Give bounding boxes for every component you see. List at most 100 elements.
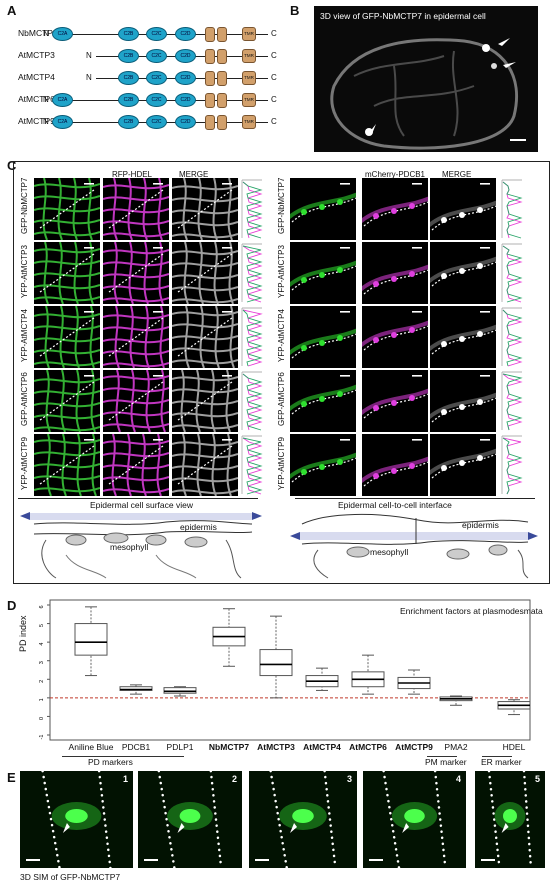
x-category-label: Aniline Blue <box>68 742 114 752</box>
sim-image-number: 4 <box>455 774 461 784</box>
tm-segment <box>205 93 215 108</box>
plot-frame <box>49 599 531 741</box>
micrograph-tile <box>103 306 169 368</box>
micrograph-tile <box>362 242 428 304</box>
micrograph-tile <box>172 242 238 304</box>
y-tick-label: 1 <box>39 698 45 701</box>
n-terminus-label: N <box>86 51 92 60</box>
row-label-left: YFP-AtMCTP3 <box>20 245 29 298</box>
left-caption: Epidermal cell surface view <box>90 500 193 510</box>
mesophyll-label-right: mesophyll <box>370 547 409 557</box>
intensity-profile <box>501 307 523 367</box>
panel-d-label: D <box>7 598 17 613</box>
c-terminus-label: C <box>271 51 277 60</box>
micrograph-title: 3D view of GFP-NbMCTP7 in epidermal cell <box>320 11 486 21</box>
c2-domain: C2A <box>52 115 73 129</box>
box-2 <box>163 686 197 697</box>
c2-domain: C2A <box>52 93 73 107</box>
micrograph-tile <box>172 370 238 432</box>
micrograph-tile <box>34 370 100 432</box>
tm-segment <box>217 49 227 64</box>
protein-name: NbMCTP7 <box>18 28 58 38</box>
protein-name: AtMCTP3 <box>18 50 55 60</box>
micrograph-tile <box>430 434 496 496</box>
sim-image-number: 5 <box>534 774 540 784</box>
leaf-schematic-right <box>290 513 538 579</box>
intensity-profile <box>501 179 523 239</box>
x-category-label: PMA2 <box>444 742 468 752</box>
intensity-profile <box>241 243 263 303</box>
row-label-right: YFP-AtMCTP4 <box>277 309 286 362</box>
col-head-rfp-hdel: RFP-HDEL <box>112 170 153 179</box>
row-label-left: YFP-AtMCTP9 <box>20 437 29 490</box>
sim-image-number: 1 <box>122 774 128 784</box>
group-pm-marker: PM marker <box>425 757 467 767</box>
tmr-domain: TMR <box>242 71 256 85</box>
n-terminus-label: N <box>86 73 92 82</box>
c-terminus-label: C <box>271 73 277 82</box>
micrograph-3d-view: 3D view of GFP-NbMCTP7 in epidermal cell <box>314 6 538 152</box>
y-tick-label: 5 <box>39 624 45 627</box>
sim-image-number: 3 <box>346 774 352 784</box>
c2-domain: C2D <box>175 49 196 63</box>
x-category-label: PDLP1 <box>166 742 194 752</box>
row-label-left: GFP-NbMCTP7 <box>20 177 29 234</box>
tmr-domain: TMR <box>242 27 256 41</box>
micrograph-tile <box>362 178 428 240</box>
n-terminus-label: N <box>43 95 49 104</box>
right-caption: Epidermal cell-to-cell interface <box>338 500 452 510</box>
micrograph-tile <box>430 178 496 240</box>
micrograph-tile <box>34 178 100 240</box>
c-terminus-label: C <box>271 95 277 104</box>
micrograph-tile <box>362 370 428 432</box>
c2-domain: C2C <box>146 115 167 129</box>
tm-segment <box>205 49 215 64</box>
col-head-mcherry-pdcb1: mCherry-PDCB1 <box>365 170 426 179</box>
group-pd-markers: PD markers <box>88 757 133 767</box>
x-category-label: PDCB1 <box>121 742 151 752</box>
c2-domain: C2D <box>175 93 196 107</box>
box-6 <box>351 654 385 695</box>
tm-segment <box>217 93 227 108</box>
panel-c-label: C <box>7 158 17 173</box>
panel-a-label: A <box>7 3 17 18</box>
tm-segment <box>205 27 215 42</box>
box-0 <box>74 606 108 677</box>
row-label-right: GFP-NbMCTP7 <box>277 177 286 234</box>
micrograph-tile <box>290 370 356 432</box>
micrograph-tile <box>290 306 356 368</box>
col-head-merge-left: MERGE <box>179 170 209 179</box>
micrograph-tile <box>34 306 100 368</box>
micrograph-tile <box>34 434 100 496</box>
n-terminus-label: N <box>43 117 49 126</box>
intensity-profile <box>241 371 263 431</box>
x-category-label: AtMCTP6 <box>349 742 387 752</box>
intensity-profile <box>501 435 523 495</box>
micrograph-tile <box>172 306 238 368</box>
c2-domain: C2C <box>146 27 167 41</box>
y-tick-label: 2 <box>39 680 45 683</box>
micrograph-tile <box>290 178 356 240</box>
sim-image: 1 <box>20 771 133 868</box>
c2-domain: C2B <box>118 27 139 41</box>
y-tick-label: -1 <box>39 735 45 740</box>
row-label-left: GFP-AtMCTP6 <box>20 372 29 426</box>
c2-domain: C2C <box>146 93 167 107</box>
micrograph-tile <box>34 242 100 304</box>
chart-title: Enrichment factors at plasmodesmata <box>400 606 543 616</box>
x-category-label: NbMCTP7 <box>208 742 250 752</box>
tmr-domain: TMR <box>242 115 256 129</box>
micrograph-tile <box>103 178 169 240</box>
y-axis-label: PD index <box>18 615 28 652</box>
x-category-label: AtMCTP4 <box>303 742 341 752</box>
c2-domain: C2D <box>175 115 196 129</box>
tm-segment <box>217 27 227 42</box>
mesophyll-label-left: mesophyll <box>110 542 149 552</box>
c2-domain: C2B <box>118 93 139 107</box>
box-plot: -1 0 1 2 3 4 5 6 <box>39 599 531 741</box>
box-4 <box>259 615 293 699</box>
box-7 <box>397 669 431 695</box>
micrograph-tile <box>103 370 169 432</box>
micrograph-tile <box>103 242 169 304</box>
sim-image: 2 <box>138 771 242 868</box>
